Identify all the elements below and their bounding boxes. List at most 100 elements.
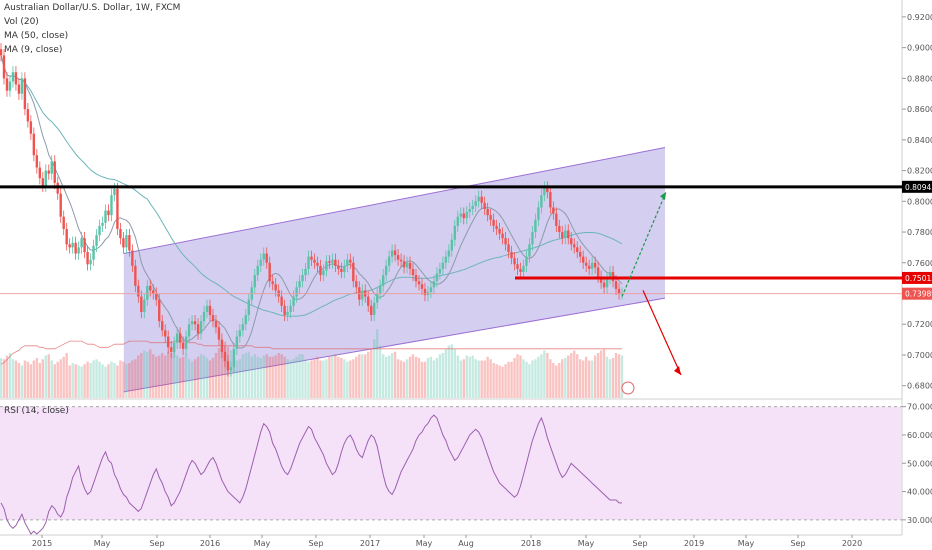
candle-body bbox=[334, 259, 337, 266]
volume-bar bbox=[411, 354, 415, 398]
volume-bar bbox=[498, 365, 501, 398]
volume-bar bbox=[71, 363, 74, 398]
volume-bar bbox=[181, 356, 185, 398]
volume-bar bbox=[501, 366, 504, 398]
time-tick-label: 2020 bbox=[842, 539, 862, 548]
candle-body bbox=[492, 219, 495, 226]
rsi-tick-label: 50.0000 bbox=[907, 459, 932, 468]
candle-body bbox=[41, 178, 44, 186]
volume-bar bbox=[110, 361, 113, 398]
candle-body bbox=[408, 262, 412, 269]
bullish-arrow-head bbox=[660, 192, 666, 201]
candle-body bbox=[617, 288, 621, 294]
candle-body bbox=[119, 228, 122, 239]
volume-bar bbox=[152, 354, 155, 398]
candle-body bbox=[346, 259, 349, 266]
rsi-tick-label: 60.0000 bbox=[907, 431, 932, 440]
candle-body bbox=[367, 296, 370, 306]
candle-body bbox=[187, 324, 191, 337]
candle-body bbox=[32, 133, 36, 156]
candle-body bbox=[226, 361, 230, 371]
candle-body bbox=[74, 242, 77, 254]
volume-bar bbox=[172, 350, 176, 398]
candle-body bbox=[271, 281, 274, 285]
volume-ma-line bbox=[0, 340, 622, 365]
volume-bar bbox=[158, 355, 161, 398]
time-tick-label: 2019 bbox=[684, 539, 704, 548]
candle-body bbox=[396, 255, 400, 260]
volume-bar bbox=[429, 356, 433, 398]
candle-body bbox=[131, 250, 134, 266]
volume-bar bbox=[420, 361, 424, 398]
candle-body bbox=[146, 285, 149, 300]
volume-bar bbox=[608, 359, 612, 398]
candle-body bbox=[53, 161, 56, 183]
current-badge: 0.73989 bbox=[905, 290, 932, 299]
candle-body bbox=[152, 290, 155, 294]
candle-body bbox=[399, 259, 403, 262]
volume-bar bbox=[298, 354, 301, 398]
candle-body bbox=[35, 155, 39, 168]
volume-bar bbox=[89, 363, 92, 398]
volume-bar bbox=[155, 356, 158, 398]
candle-body bbox=[92, 245, 95, 260]
candle-body bbox=[593, 262, 597, 268]
candle-body bbox=[20, 78, 24, 94]
candle-body bbox=[11, 72, 15, 82]
volume-bar bbox=[510, 361, 513, 398]
candle-body bbox=[581, 256, 585, 263]
candle-body bbox=[402, 261, 406, 268]
candle-body bbox=[375, 293, 379, 303]
volume-bar bbox=[453, 349, 457, 398]
volume-bar bbox=[178, 358, 182, 398]
time-tick-label: Sep bbox=[308, 539, 323, 548]
candle-body bbox=[605, 278, 609, 288]
candle-body bbox=[570, 238, 573, 245]
candle-body bbox=[208, 305, 212, 316]
candle-body bbox=[602, 282, 606, 288]
candle-body bbox=[304, 268, 307, 276]
volume-bar bbox=[570, 353, 573, 398]
volume-bar bbox=[29, 364, 33, 398]
volume-bar bbox=[480, 360, 483, 398]
volume-bar bbox=[199, 354, 203, 398]
candle-body bbox=[169, 347, 173, 352]
volume-bar bbox=[223, 341, 227, 398]
volume-bar bbox=[241, 354, 245, 398]
candle-body bbox=[44, 170, 47, 186]
candle-body bbox=[567, 230, 570, 239]
candle-body bbox=[199, 321, 203, 334]
candle-body bbox=[110, 195, 113, 216]
volume-bar bbox=[74, 364, 77, 398]
candle-body bbox=[59, 193, 62, 217]
rsi-tick-label: 70.0000 bbox=[907, 403, 932, 412]
volume-bar bbox=[107, 364, 110, 398]
volume-bar bbox=[256, 356, 259, 398]
candle-body bbox=[349, 259, 352, 263]
candle-body bbox=[143, 299, 146, 312]
candle-body bbox=[546, 187, 549, 193]
candle-body bbox=[513, 258, 516, 265]
candle-body bbox=[405, 262, 409, 268]
support-badge-bg bbox=[902, 271, 932, 284]
candle-body bbox=[498, 228, 501, 234]
volume-bar bbox=[525, 361, 528, 398]
candle-body bbox=[423, 288, 427, 296]
candle-body bbox=[599, 276, 603, 283]
ma9-line bbox=[0, 55, 623, 349]
candle-body bbox=[313, 259, 316, 263]
volume-bar bbox=[528, 364, 531, 398]
candle-body bbox=[337, 265, 340, 269]
candle-body bbox=[95, 235, 98, 246]
candle-body bbox=[453, 225, 457, 240]
candle-body bbox=[214, 321, 218, 328]
volume-bar bbox=[187, 359, 191, 398]
volume-bar bbox=[253, 354, 256, 398]
volume-bar bbox=[531, 360, 534, 398]
volume-bar bbox=[277, 353, 280, 398]
candle-body bbox=[161, 321, 164, 331]
candle-body bbox=[417, 281, 421, 285]
time-tick-label: Sep bbox=[149, 539, 164, 548]
legend-ma50: MA (50, close) bbox=[4, 31, 69, 41]
